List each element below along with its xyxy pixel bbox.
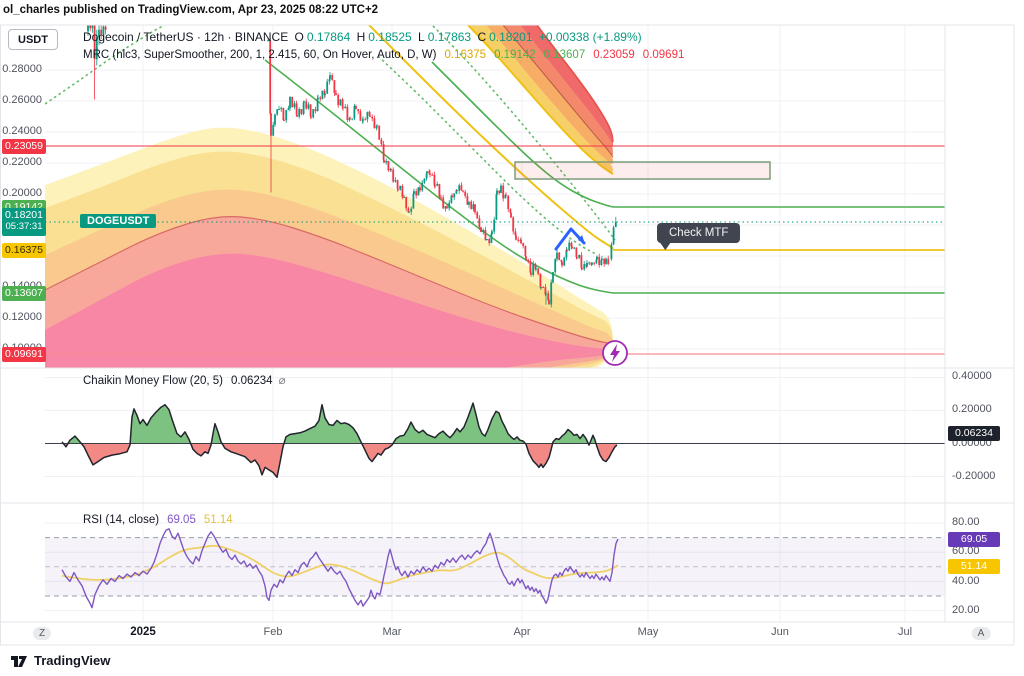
mrc-value-3: 0.23059 — [593, 49, 635, 61]
ohlc-h-label: H — [356, 30, 366, 44]
tradingview-wordmark: TradingView — [34, 652, 111, 668]
countdown-timer: 05:37:31 — [5, 221, 43, 232]
time-axis-label-Mar: Mar — [382, 626, 402, 638]
mrc-value-1: 0.19142 — [494, 49, 536, 61]
cmf-axis-label: -0.20000 — [952, 470, 996, 482]
time-axis-label-Feb: Feb — [263, 626, 283, 638]
cmf-average-icon: ⌀ — [278, 375, 286, 387]
cmf-title-text[interactable]: Chaikin Money Flow (20, 5) — [83, 375, 223, 387]
price-axis-flag: 0.09691 — [2, 346, 46, 362]
rsi-panel[interactable] — [45, 528, 945, 609]
cmf-value: 0.06234 — [230, 375, 273, 387]
time-axis-label-May: May — [637, 626, 659, 638]
mrc-mean-line — [45, 216, 614, 345]
rsi-axis-label: 80.00 — [952, 516, 980, 528]
price-axis-label: 0.22000 — [2, 156, 42, 168]
mrc-dashed-curve — [45, 25, 167, 105]
ohlc-o-value: 0.17864 — [306, 30, 351, 44]
cmf-line — [61, 402, 618, 479]
ohlc-c-label: C — [477, 30, 487, 44]
mrc-green-curve — [264, 59, 614, 294]
publish-attribution: ol_charles published on TradingView.com,… — [3, 4, 379, 16]
ohlc-l-value: 0.17863 — [427, 30, 472, 44]
price-axis-flag: 0.16375 — [2, 242, 46, 258]
cmf-axis-label: 0.40000 — [952, 370, 992, 382]
main-price-panel[interactable] — [45, 18, 945, 430]
price-axis-flag: 0.23059 — [2, 138, 46, 154]
change-value: +0.00338 (+1.89%) — [538, 30, 642, 44]
mrc-dashed-curve — [430, 25, 616, 241]
time-axis-marker-Z[interactable]: Z — [32, 627, 52, 640]
cmf-value-flag: 0.06234 — [948, 425, 1000, 441]
tradingview-brand[interactable]: TradingView — [10, 651, 110, 669]
ohlc-c-value: 0.18201 — [489, 30, 533, 44]
check-mtf-note[interactable]: Check MTF — [657, 223, 741, 243]
mrc-upper-band-strip — [468, 25, 613, 172]
tradingview-logo-icon — [11, 656, 27, 667]
time-axis-label-2025: 2025 — [130, 626, 156, 638]
rsi-value-flag: 51.14 — [948, 558, 1000, 574]
mrc-indicator-legend[interactable]: MRC (hlc3, SuperSmoother, 200, 1, 2.415,… — [83, 49, 684, 61]
mrc-value-4: 0.09691 — [642, 49, 685, 61]
rsi-value-flag: 69.05 — [948, 531, 1000, 547]
symbol-title[interactable]: Dogecoin / TetherUS · 12h · BINANCE — [83, 30, 289, 44]
rsi-value: 69.05 — [167, 514, 196, 526]
time-axis-label-Jul: Jul — [897, 626, 913, 638]
cmf-panel[interactable] — [45, 402, 945, 479]
time-axis-marker-A[interactable]: A — [971, 627, 991, 640]
rsi-axis-label: 40.00 — [952, 575, 980, 587]
price-axis-label: 0.20000 — [2, 187, 42, 199]
price-axis-label: 0.12000 — [2, 311, 42, 323]
rsi-axis-label: 60.00 — [952, 545, 980, 557]
price-axis-label: 0.24000 — [2, 125, 42, 137]
price-axis-flag: 0.13607 — [2, 285, 46, 301]
mrc-yellow-curve — [367, 25, 614, 250]
price-axis-label: 0.26000 — [2, 94, 42, 106]
mrc-band-layer — [45, 253, 613, 368]
ohlc-h-value: 0.18525 — [368, 30, 412, 44]
price-axis-flag: 0.18201 05:37:31 — [2, 208, 46, 236]
rsi-axis-label: 20.00 — [952, 604, 980, 616]
mrc-values: 0.16375 0.19142 0.13607 0.23059 0.09691 — [436, 49, 684, 61]
rsi-title-text[interactable]: RSI (14, close) — [83, 514, 160, 526]
alert-lightning-icon[interactable] — [602, 340, 628, 366]
symbol-price-flag[interactable]: DOGEUSDT — [80, 214, 157, 228]
mrc-upper-band-strip — [486, 25, 613, 164]
mrc-title[interactable]: MRC (hlc3, SuperSmoother, 200, 1, 2.415,… — [83, 49, 437, 61]
rsi-legend[interactable]: RSI (14, close) 69.05 51.14 — [83, 514, 233, 526]
currency-toggle-button[interactable]: USDT — [8, 29, 58, 50]
ohlc-o-label: O — [294, 30, 304, 44]
cmf-axis-label: 0.20000 — [952, 403, 992, 415]
time-axis-label-Jun: Jun — [771, 626, 789, 638]
time-axis-label-Apr: Apr — [513, 626, 531, 638]
mrc-value-0: 0.16375 — [444, 49, 487, 61]
rsi-line — [61, 528, 619, 609]
mrc-value-2: 0.13607 — [543, 49, 586, 61]
price-axis-label: 0.28000 — [2, 63, 42, 75]
rsi-ma-value: 51.14 — [203, 514, 233, 526]
symbol-legend[interactable]: Dogecoin / TetherUS · 12h · BINANCE O 0.1… — [83, 30, 645, 44]
supply-zone-box[interactable] — [514, 161, 771, 180]
mrc-dashed-curve — [377, 55, 597, 255]
mrc-green-curve — [431, 61, 614, 208]
cmf-legend[interactable]: Chaikin Money Flow (20, 5) 0.06234 ⌀ — [83, 373, 286, 387]
ohlc-l-label: L — [418, 30, 425, 44]
